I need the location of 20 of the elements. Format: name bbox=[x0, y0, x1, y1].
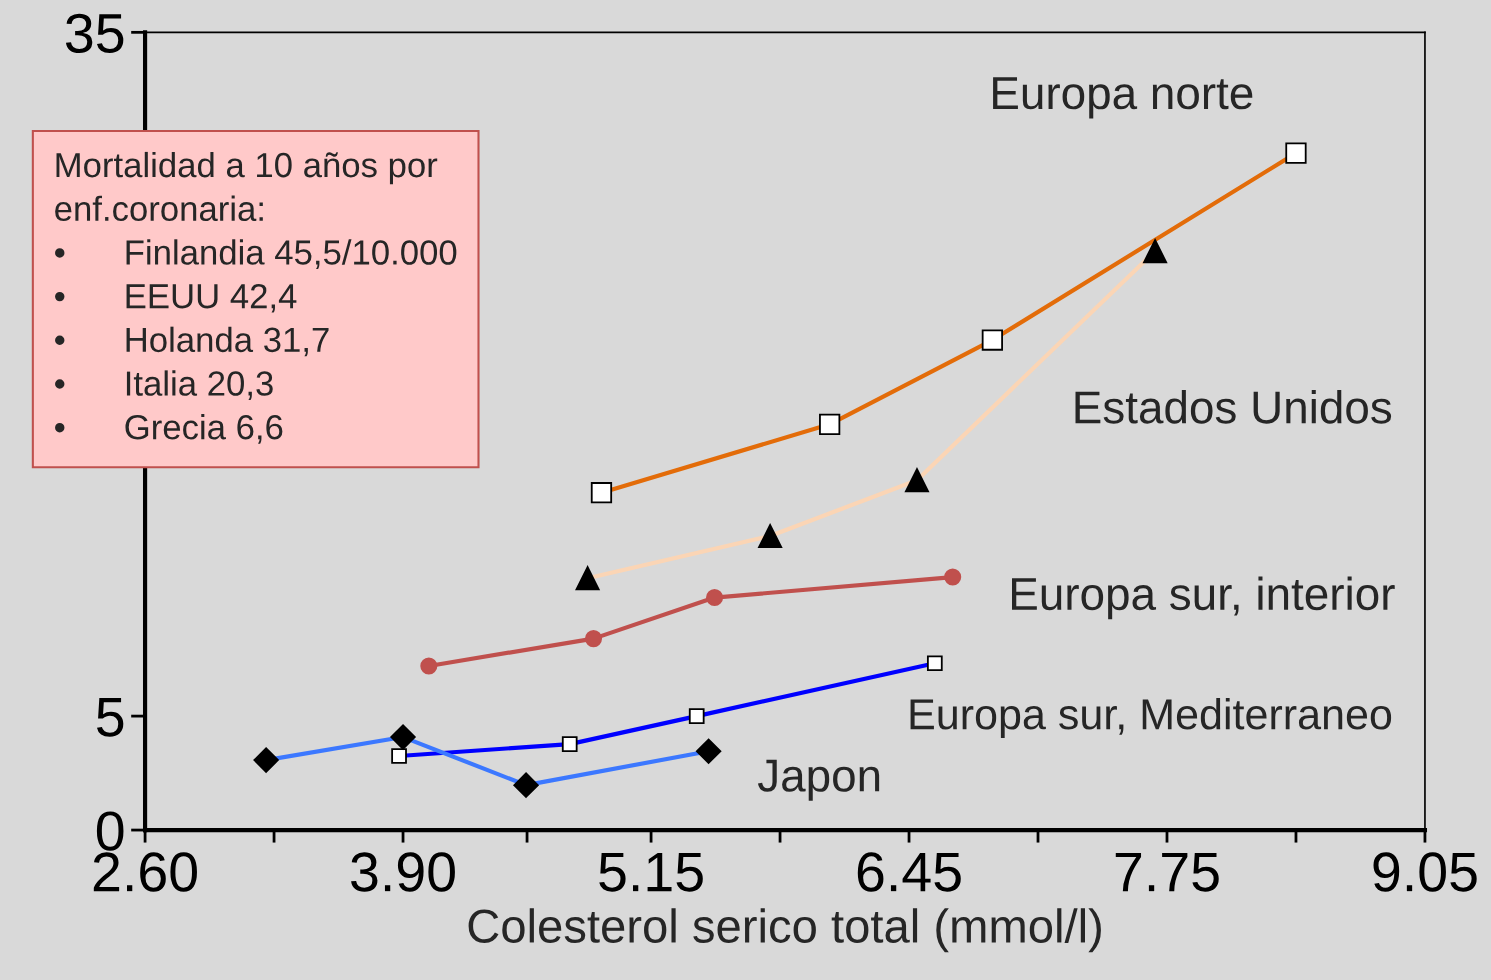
series-label: Japon bbox=[757, 759, 880, 801]
x-tick-label: 2.60 bbox=[93, 852, 197, 892]
series-label: Europa sur, interior bbox=[1012, 576, 1395, 620]
series-label: Europa sur, Mediterraneo bbox=[910, 697, 1392, 739]
point bbox=[584, 630, 603, 648]
point bbox=[944, 568, 962, 586]
x-tick-label: 9.05 bbox=[1373, 852, 1477, 892]
x-tick-label: 5.15 bbox=[599, 852, 703, 892]
annotation: Mortalidad a 10 años por enf.coronaria: • Finlandia 45,5/10.000 • EEUU 42,4 • Holanda 31,7 • Italia 20,3 • Grecia 6,6 bbox=[55, 151, 457, 444]
x-axis-title: Colesterol serico total (mmol/l) bbox=[468, 908, 1101, 953]
x-tick-label: 6.45 bbox=[857, 852, 961, 892]
y-tick-label: 0 bbox=[96, 811, 124, 851]
series-label: Europa norte bbox=[993, 77, 1253, 119]
y-tick-label: 5 bbox=[96, 698, 124, 737]
y-tick-label: 35 bbox=[65, 13, 124, 54]
point bbox=[706, 589, 724, 607]
series-label: Estados Unidos bbox=[1075, 390, 1392, 424]
x-tick-label: 3.90 bbox=[351, 852, 455, 892]
point bbox=[420, 657, 438, 675]
x-tick-label: 7.75 bbox=[1115, 852, 1219, 892]
